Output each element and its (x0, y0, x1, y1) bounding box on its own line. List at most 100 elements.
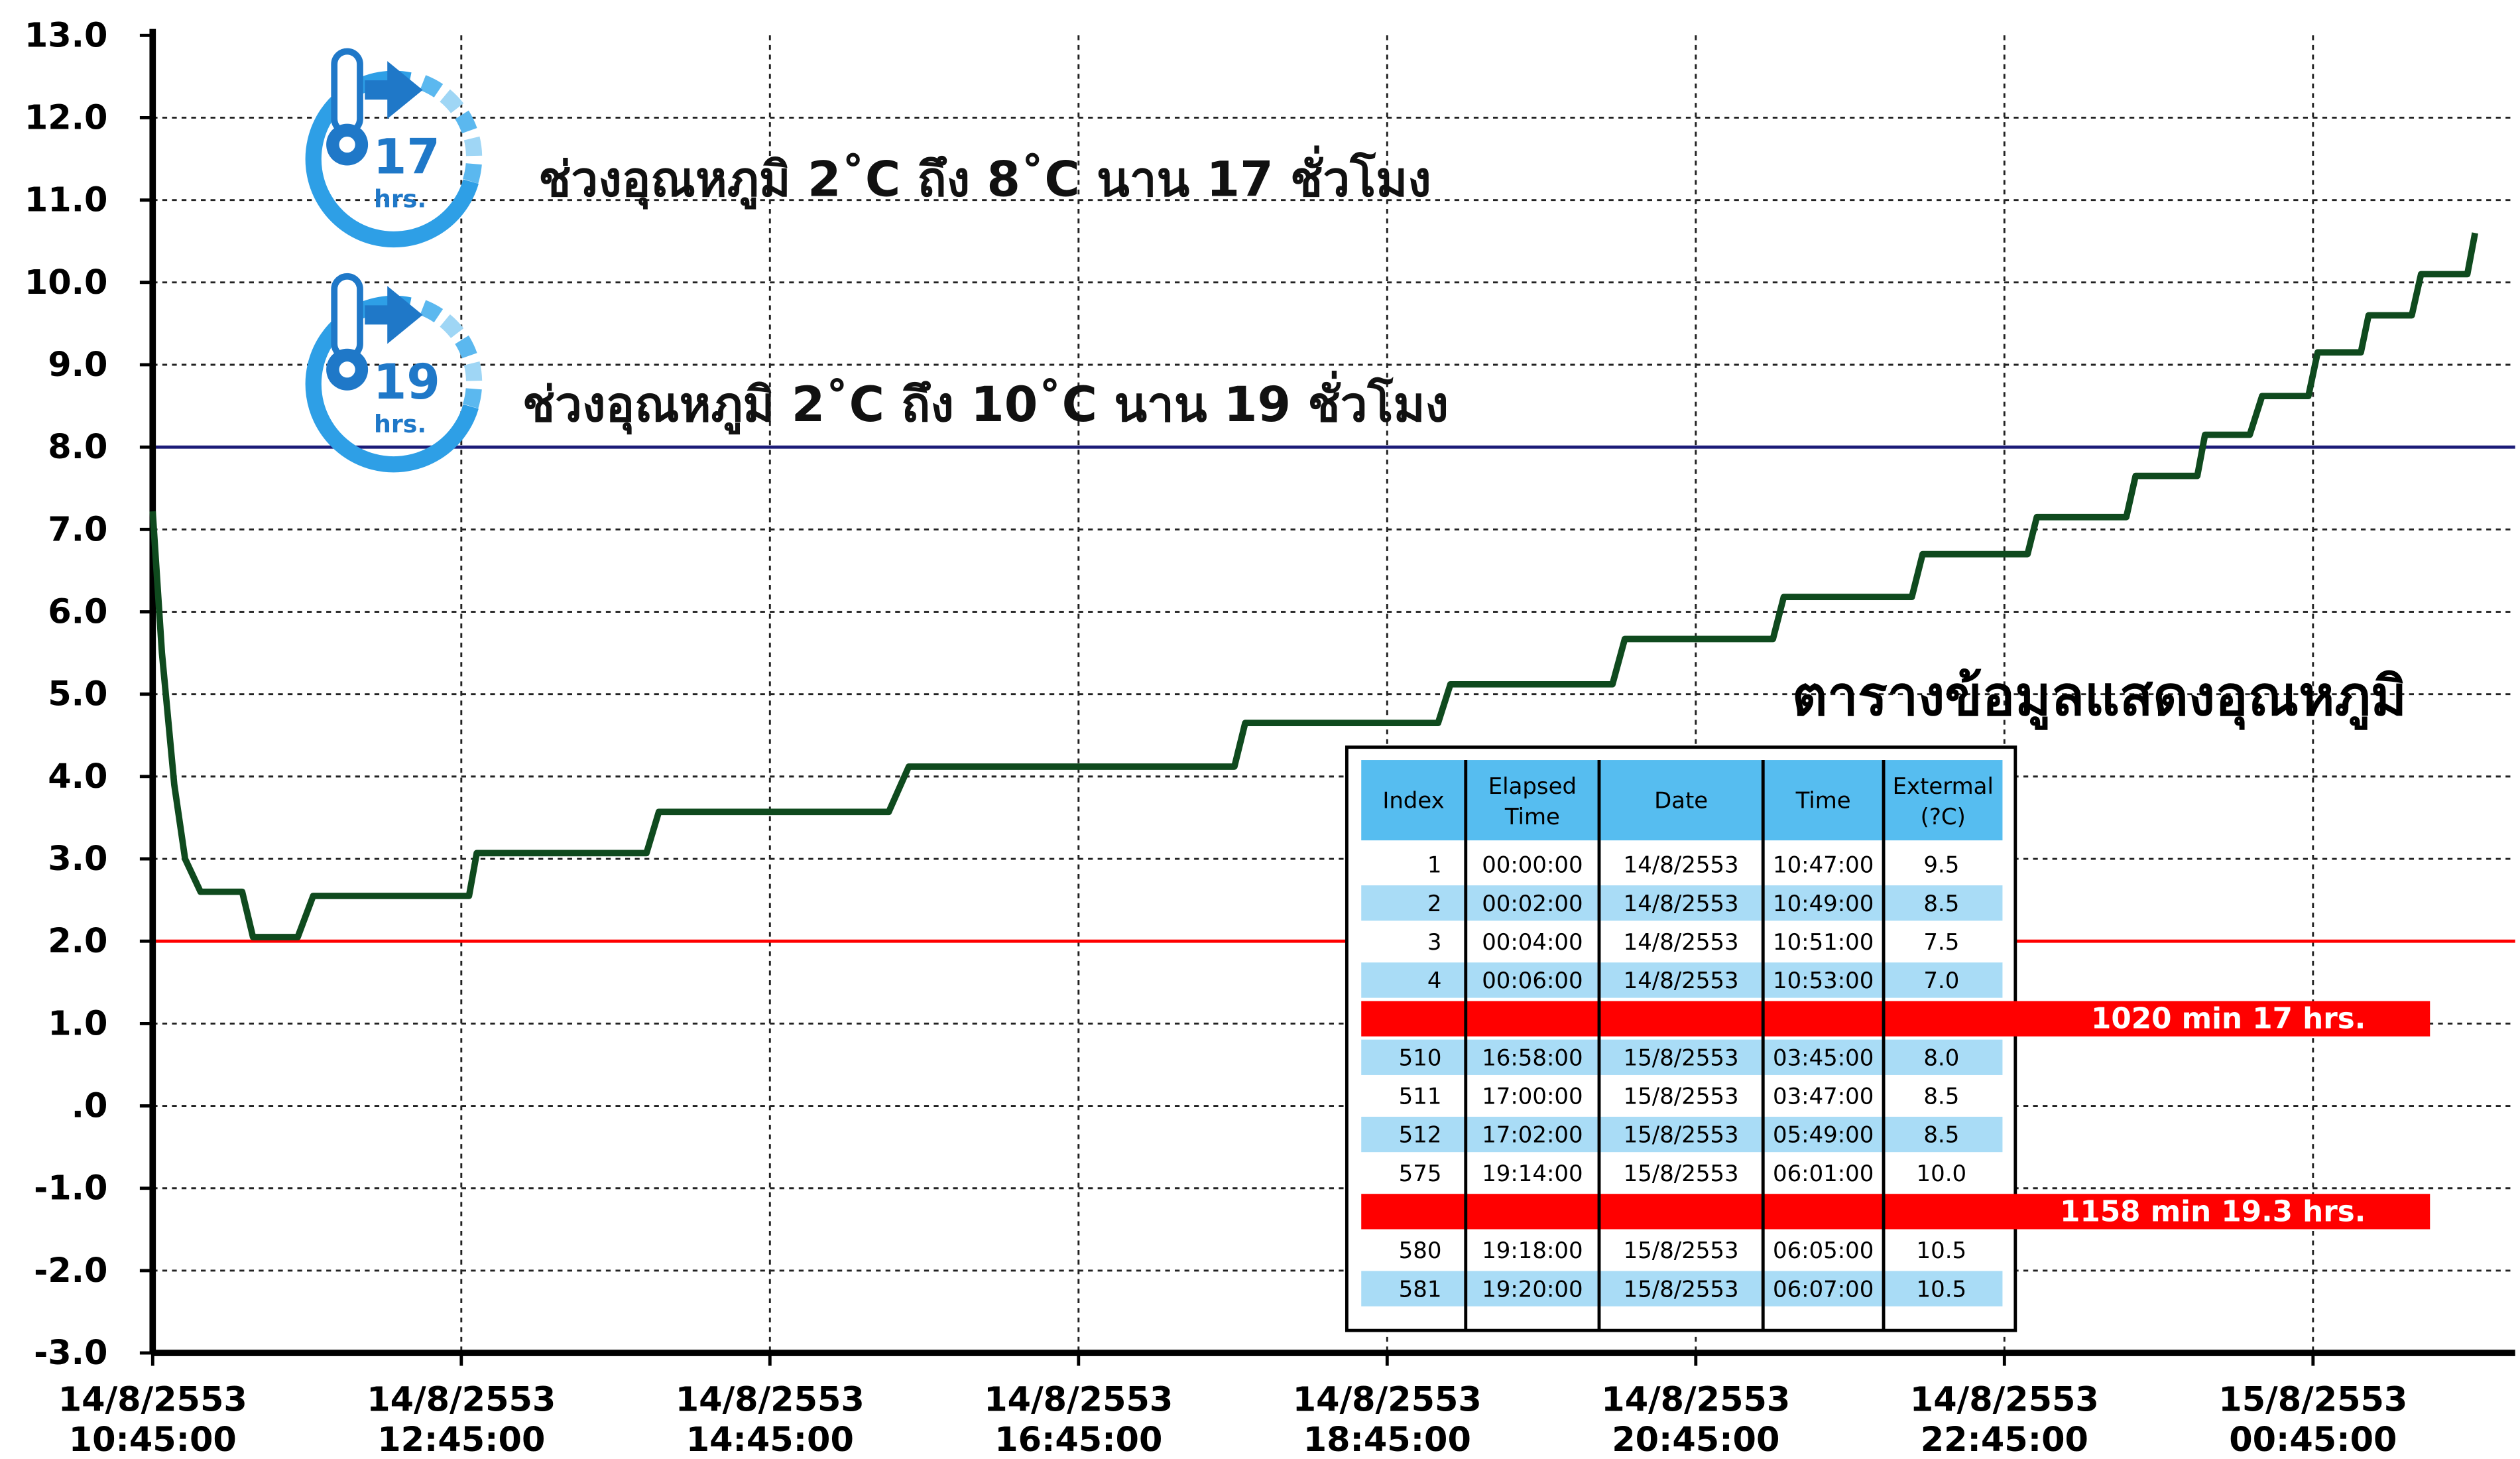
table-cell: 7.5 (1923, 929, 1959, 955)
icon-number: 19 (373, 355, 440, 411)
table-cell: 14/8/2553 (1624, 852, 1739, 878)
table-cell: 14/8/2553 (1624, 929, 1739, 955)
table-cell: 15/8/2553 (1624, 1237, 1739, 1263)
thermometer (331, 273, 363, 360)
table-cell: 8.0 (1923, 1045, 1959, 1070)
clock-dash (455, 110, 477, 134)
table-cell: 7.0 (1923, 968, 1959, 993)
y-tick-label: 13.0 (25, 16, 108, 55)
y-tick-label: 4.0 (48, 757, 107, 796)
table-row (1361, 846, 2003, 883)
x-tick-label: 15/8/2553 00:45:00 (2218, 1380, 2407, 1459)
thermometer (331, 48, 363, 135)
y-tick-label: 12.0 (25, 98, 108, 137)
table-row (1361, 962, 2003, 998)
table-cell: 06:05:00 (1773, 1237, 1874, 1263)
table-cell: 8.5 (1923, 891, 1959, 917)
table-cell: 3 (1427, 929, 1442, 955)
table-row (1361, 1039, 2003, 1075)
x-tick-label: 14/8/2553 20:45:00 (1601, 1380, 1790, 1459)
annotation: ช่วงอุณหภูมิ 2˚C ถึง 10˚C นาน 19 ชั่วโมง (522, 370, 1449, 435)
y-tick-label: 7.0 (48, 510, 107, 549)
table-row (1361, 1271, 2003, 1306)
table-row (1361, 924, 2003, 960)
icon-number: 17 (373, 130, 440, 186)
table-cell: 15/8/2553 (1624, 1276, 1739, 1302)
column-header: Index (1382, 788, 1444, 814)
data-line (149, 232, 2478, 940)
table-cell: 19:14:00 (1482, 1161, 1583, 1186)
thermometer-bulb-core (339, 136, 355, 153)
y-tick-label: 9.0 (48, 346, 107, 385)
table-cell: 00:04:00 (1482, 929, 1583, 955)
clock-dash (455, 335, 477, 359)
clock-dash (440, 89, 464, 113)
x-tick-label: 14/8/2553 12:45:00 (367, 1380, 556, 1459)
table-cell: 1 (1427, 852, 1442, 878)
table-cell: 19:18:00 (1482, 1237, 1583, 1263)
table-cell: 00:06:00 (1482, 968, 1583, 993)
x-tick-label: 14/8/2553 18:45:00 (1293, 1380, 1482, 1459)
table-cell: 15/8/2553 (1624, 1161, 1739, 1186)
table-cell: 512 (1399, 1122, 1442, 1148)
column-header: Extermal (?C) (1893, 773, 1994, 830)
table-cell: 581 (1399, 1276, 1442, 1302)
table-cell: 05:49:00 (1773, 1122, 1874, 1148)
table-cell: 06:01:00 (1773, 1161, 1874, 1186)
table-cell: 580 (1399, 1237, 1442, 1263)
table-row (1361, 885, 2003, 921)
y-tick-label: 11.0 (25, 181, 108, 220)
y-tick-label: 1.0 (48, 1004, 107, 1043)
table-cell: 14/8/2553 (1624, 968, 1739, 993)
table-cell: 15/8/2553 (1624, 1122, 1739, 1148)
duration-label: 1020 min 17 hrs. (2091, 1003, 2366, 1036)
x-tick-label: 14/8/2553 16:45:00 (984, 1380, 1173, 1459)
y-tick-label: 8.0 (48, 428, 107, 467)
clock-dash (420, 75, 444, 98)
table-cell: 06:07:00 (1773, 1276, 1874, 1302)
table-cell: 03:45:00 (1773, 1045, 1874, 1070)
table-cell: 10:47:00 (1773, 852, 1874, 878)
table-cell: 03:47:00 (1773, 1084, 1874, 1110)
icon-unit: hrs. (374, 410, 426, 438)
table-cell: 17:00:00 (1482, 1084, 1583, 1110)
y-tick-label: -1.0 (34, 1169, 107, 1208)
clock-dash (463, 361, 483, 381)
thermometer-bulb-core (339, 361, 355, 378)
arrow (365, 286, 423, 344)
clock-dash (420, 300, 444, 323)
table-cell: 511 (1399, 1084, 1442, 1110)
table-cell: 575 (1399, 1161, 1442, 1186)
table-cell: 14/8/2553 (1624, 891, 1739, 917)
y-tick-label: 2.0 (48, 922, 107, 961)
y-tick-label: .0 (72, 1087, 108, 1126)
arrow (365, 61, 423, 119)
table-cell: 4 (1427, 968, 1442, 993)
column-header: Time (1795, 788, 1851, 814)
icon-unit: hrs. (374, 185, 426, 214)
y-tick-label: 5.0 (48, 675, 107, 714)
clock-dash (463, 136, 483, 157)
table-row (1361, 1116, 2003, 1153)
x-tick-label: 14/8/2553 14:45:00 (676, 1380, 865, 1459)
y-tick-label: -3.0 (34, 1334, 107, 1373)
y-tick-label: 6.0 (48, 592, 107, 631)
x-tick-label: 14/8/2553 22:45:00 (1910, 1380, 2099, 1459)
table-cell: 15/8/2553 (1624, 1045, 1739, 1070)
column-header: Date (1654, 788, 1708, 814)
y-tick-label: 3.0 (48, 840, 107, 879)
duration-bar (1361, 1194, 2430, 1230)
table-cell: 15/8/2553 (1624, 1084, 1739, 1110)
table-cell: 00:02:00 (1482, 891, 1583, 917)
table-cell: 17:02:00 (1482, 1122, 1583, 1148)
table-title: ตารางข้อมูลแสดงอุณหภูมิ (1792, 665, 2407, 730)
table-cell: 510 (1399, 1045, 1442, 1070)
y-tick-label: -2.0 (34, 1251, 107, 1291)
table-cell: 9.5 (1923, 852, 1959, 878)
table-cell: 16:58:00 (1482, 1045, 1583, 1070)
duration-label: 1158 min 19.3 hrs. (2060, 1195, 2366, 1228)
table-cell: 10.0 (1917, 1161, 1967, 1186)
